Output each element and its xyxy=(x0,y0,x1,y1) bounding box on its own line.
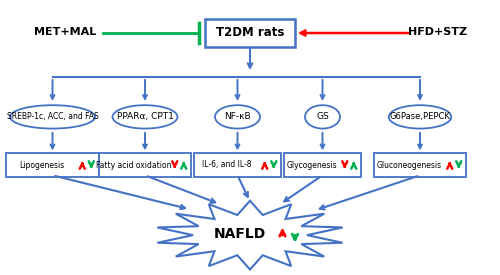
FancyBboxPatch shape xyxy=(374,153,466,177)
Text: NAFLD: NAFLD xyxy=(214,227,266,241)
Text: GS: GS xyxy=(316,112,329,121)
FancyBboxPatch shape xyxy=(194,153,281,177)
Text: Glycogenesis: Glycogenesis xyxy=(286,161,337,169)
FancyBboxPatch shape xyxy=(284,153,361,177)
Text: SREBP-1c, ACC, and FAS: SREBP-1c, ACC, and FAS xyxy=(6,112,98,121)
Text: IL-6, and IL-8: IL-6, and IL-8 xyxy=(202,161,251,169)
Text: PPARα, CPT1: PPARα, CPT1 xyxy=(116,112,173,121)
Ellipse shape xyxy=(389,105,451,129)
Text: MET+MAL: MET+MAL xyxy=(34,27,96,37)
Text: T2DM rats: T2DM rats xyxy=(216,26,284,40)
Text: Gluconeogenesis: Gluconeogenesis xyxy=(376,161,442,169)
FancyBboxPatch shape xyxy=(98,153,191,177)
Ellipse shape xyxy=(112,105,178,129)
Text: NF-κB: NF-κB xyxy=(224,112,251,121)
Text: Fatty acid oxidation: Fatty acid oxidation xyxy=(96,161,172,169)
Text: HFD+STZ: HFD+STZ xyxy=(408,27,467,37)
Text: G6Pase,PEPCK: G6Pase,PEPCK xyxy=(390,112,450,121)
Ellipse shape xyxy=(305,105,340,129)
Ellipse shape xyxy=(215,105,260,129)
FancyBboxPatch shape xyxy=(6,153,99,177)
Text: Lipogenesis: Lipogenesis xyxy=(19,161,64,169)
Ellipse shape xyxy=(10,105,95,129)
Polygon shape xyxy=(158,201,342,270)
FancyBboxPatch shape xyxy=(205,19,295,47)
